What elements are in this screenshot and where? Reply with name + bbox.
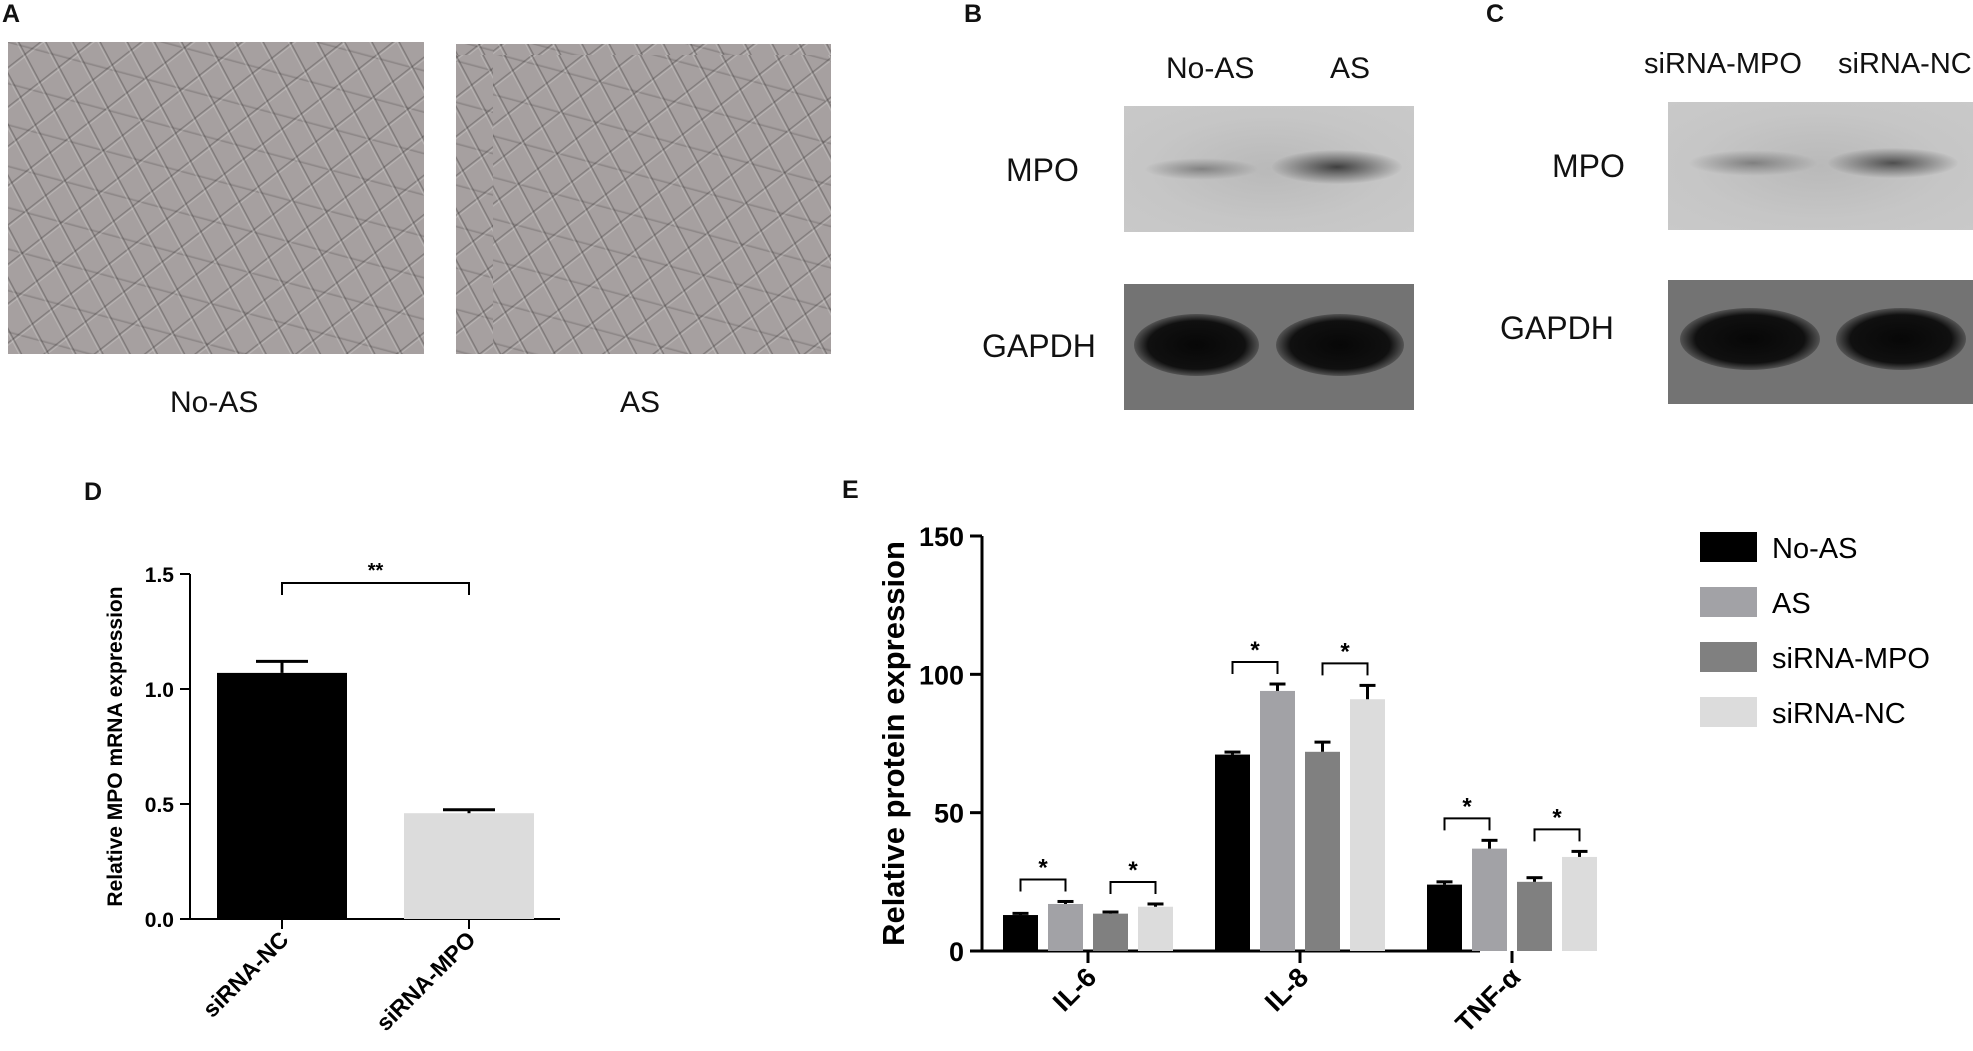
panel-d-label: D: [84, 478, 103, 506]
legend-label-sirna-nc: siRNA-NC: [1772, 698, 1906, 730]
panel-a-label: A: [2, 0, 21, 28]
significance-bracket: [1109, 880, 1157, 894]
bar-il6-as: [1048, 903, 1083, 951]
significance-bracket: [281, 582, 470, 595]
micrograph-as-caption: AS: [620, 386, 661, 419]
chart-e: 0 50 100 150 Relative protein expression IL-6…: [876, 522, 1930, 1039]
bar-tnf-sirna-mpo: [1517, 881, 1552, 951]
blot-b-lane-2: AS: [1330, 52, 1371, 85]
y-axis-title: Relative protein expression: [876, 541, 911, 946]
y-tick-label: 0.0: [145, 909, 174, 932]
y-tick-label: 50: [934, 799, 964, 829]
blot-c-mpo-panel: [1668, 102, 1973, 230]
x-tick-label: siRNA-MPO: [371, 926, 481, 1036]
y-tick-label: 0.5: [145, 794, 175, 817]
legend-swatch-no-as: [1700, 532, 1757, 562]
bar-tnf-no-as: [1427, 884, 1462, 951]
x-tick-label: TNF-α: [1450, 962, 1527, 1039]
panel-b-label: B: [964, 0, 983, 28]
legend-swatch-sirna-nc: [1700, 697, 1757, 727]
significance-label: *: [1340, 638, 1350, 665]
y-tick-label: 1.5: [145, 564, 175, 587]
blot-b-lane-1: No-AS: [1166, 52, 1255, 85]
blot-b-mpo-band-as: [1272, 150, 1402, 184]
y-tick-label: 100: [919, 660, 964, 690]
significance-label: *: [1038, 854, 1048, 881]
x-tick-label: IL-8: [1259, 962, 1314, 1017]
blot-c-mpo-band-sirna-mpo: [1688, 150, 1818, 176]
blot-b-gapdh-panel: [1124, 284, 1414, 410]
panel-e-label: E: [842, 476, 859, 504]
significance-bracket: [1231, 661, 1279, 675]
bar-il8-sirna-nc: [1350, 699, 1385, 951]
blot-b-row-gapdh: GAPDH: [982, 328, 1096, 364]
blot-c-row-mpo: MPO: [1552, 148, 1625, 184]
significance-label: *: [1552, 804, 1562, 831]
legend-swatch-as: [1700, 587, 1757, 617]
x-tick-label: IL-6: [1047, 962, 1102, 1017]
significance-label: **: [368, 560, 384, 582]
bar-il8-as: [1260, 690, 1295, 951]
blot-c-lane-2: siRNA-NC: [1838, 48, 1972, 80]
blot-b-gapdh-band-no-as: [1134, 314, 1259, 376]
bar-il8-sirna-mpo: [1305, 751, 1340, 951]
y-tick-label: 0: [949, 937, 964, 967]
significance-label: *: [1128, 857, 1138, 884]
bar-sirna-mpo: [404, 813, 534, 919]
y-tick-label: 1.0: [145, 679, 174, 702]
bar-il6-sirna-mpo: [1093, 913, 1128, 951]
legend-label-sirna-mpo: siRNA-MPO: [1772, 643, 1930, 675]
legend-label-as: AS: [1772, 588, 1811, 620]
significance-bracket: [1443, 817, 1491, 831]
bar-sirna-nc: [217, 672, 347, 919]
significance-label: *: [1250, 637, 1260, 664]
legend-swatch-sirna-mpo: [1700, 642, 1757, 672]
blot-b-gapdh-band-as: [1276, 314, 1404, 376]
bar-tnf-sirna-nc: [1562, 856, 1597, 951]
y-axis-title: Relative MPO mRNA expression: [104, 586, 127, 906]
panel-c-label: C: [1486, 0, 1505, 28]
micrograph-no-as: [8, 42, 424, 354]
significance-label: *: [1462, 793, 1472, 820]
significance-bracket: [1533, 828, 1581, 842]
y-tick-label: 150: [919, 522, 964, 552]
micrograph-no-as-caption: No-AS: [170, 386, 259, 419]
blot-c-row-gapdh: GAPDH: [1500, 310, 1614, 346]
bar-tnf-as: [1472, 848, 1507, 951]
bar-il8-no-as: [1215, 754, 1250, 951]
blot-c-lane-1: siRNA-MPO: [1644, 48, 1802, 80]
legend-label-no-as: No-AS: [1772, 533, 1857, 565]
blot-c-mpo-band-sirna-nc: [1828, 148, 1958, 178]
x-tick-label: siRNA-NC: [197, 926, 293, 1022]
significance-bracket: [1019, 878, 1067, 892]
bar-il6-no-as: [1003, 915, 1038, 951]
bar-il6-sirna-nc: [1138, 906, 1173, 951]
blot-c-gapdh-band-sirna-mpo: [1680, 308, 1820, 370]
blot-b-row-mpo: MPO: [1006, 152, 1079, 188]
blot-b-mpo-band-no-as: [1144, 158, 1259, 180]
blot-c-gapdh-band-sirna-nc: [1836, 308, 1966, 370]
chart-d: 0.0 0.5 1.0 1.5 Relative MPO mRNA expression…: [104, 560, 560, 1036]
blot-b-mpo-panel: [1124, 106, 1414, 232]
blot-c-gapdh-panel: [1668, 280, 1973, 404]
significance-bracket: [1321, 662, 1369, 676]
micrograph-as: [456, 44, 831, 354]
